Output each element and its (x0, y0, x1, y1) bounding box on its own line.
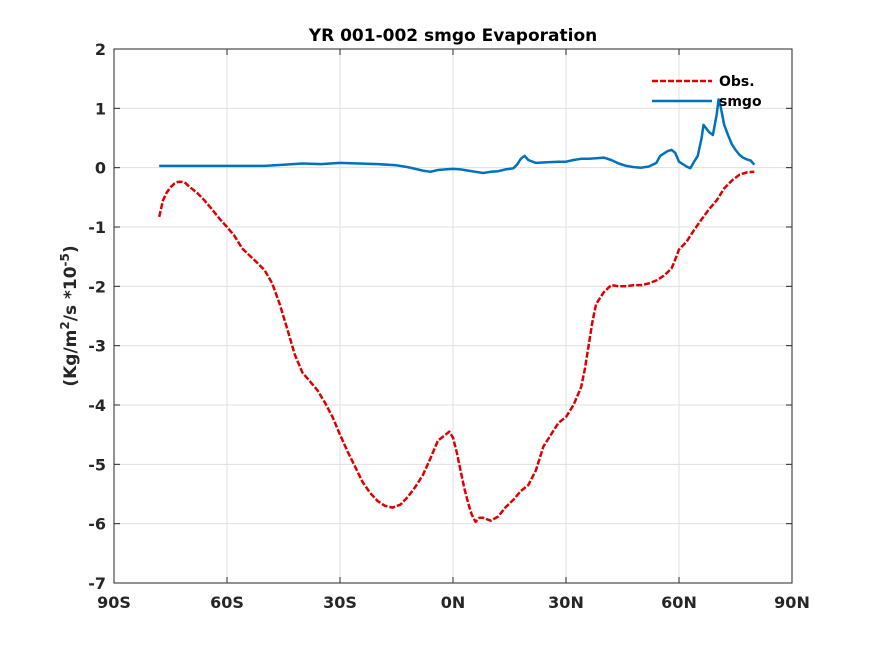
y-tick-label: -4 (88, 396, 106, 415)
legend: Obs. smgo (652, 74, 762, 110)
svg-text:(Kg/m2/s *10-5): (Kg/m2/s *10-5) (58, 245, 81, 386)
x-tick-label: 60N (661, 593, 697, 612)
y-axis-label-close: ) (61, 245, 81, 253)
x-tick-label: 30N (548, 593, 584, 612)
x-tick-label: 90N (774, 593, 810, 612)
chart-title: YR 001-002 smgo Evaporation (308, 26, 597, 46)
series-line-obs (157, 170, 755, 524)
y-tick-label: 2 (95, 40, 106, 59)
x-tick-label: 0N (441, 593, 466, 612)
series-line-smgo (159, 98, 756, 175)
y-tick-label: -2 (88, 277, 106, 296)
y-tick-label: -3 (88, 337, 106, 356)
y-tick-label: -1 (88, 218, 106, 237)
y-axis-label-exp2: -5 (58, 253, 72, 266)
y-axis-label-exp1: 2 (58, 321, 72, 329)
plot-area (157, 98, 756, 524)
legend-label: smgo (719, 94, 762, 110)
y-tick-label: 1 (95, 99, 106, 118)
y-tick-label: -5 (88, 455, 106, 474)
y-tick-label: 0 (95, 159, 106, 178)
y-tick-label: -7 (88, 574, 106, 593)
y-axis-label-mid: /s *10 (61, 266, 81, 321)
x-tick-label: 90S (97, 593, 131, 612)
y-axis-label-base: (Kg/m (61, 330, 81, 387)
x-tick-label: 60S (210, 593, 244, 612)
x-tick-label: 30S (323, 593, 357, 612)
axis-ticks: 90S 60S 30S 0N 30N 60N 90N 2 1 0 -1 -2 -3 -4 -5 -6 -7 (88, 40, 810, 612)
y-tick-label: -6 (88, 515, 106, 534)
legend-label: Obs. (719, 74, 755, 90)
y-axis-label: (Kg/m2/s *10-5) (58, 245, 81, 386)
